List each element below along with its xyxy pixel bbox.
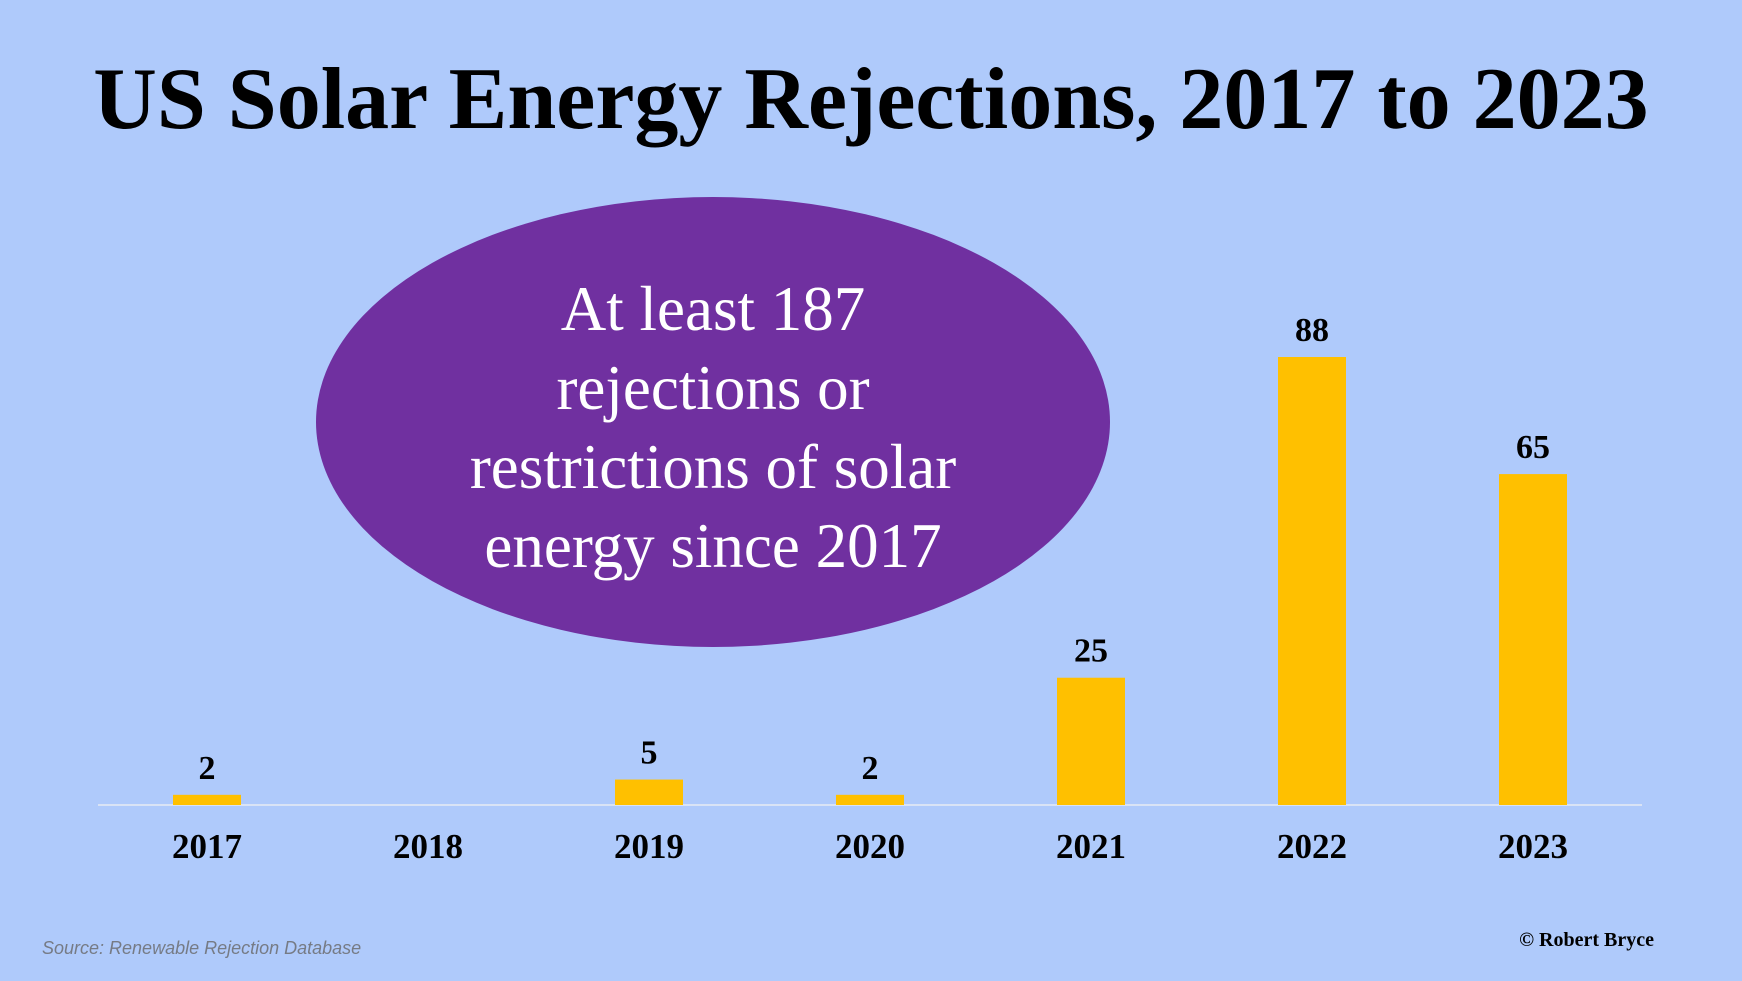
value-label-2021: 25 bbox=[1074, 633, 1108, 670]
bar-2021 bbox=[1057, 677, 1125, 805]
value-label-2017: 2 bbox=[199, 750, 216, 787]
source-note: Source: Renewable Rejection Database bbox=[42, 938, 361, 958]
x-tick-label-2019: 2019 bbox=[614, 827, 684, 866]
bars-group bbox=[173, 357, 1567, 805]
x-tick-label-2022: 2022 bbox=[1277, 827, 1347, 866]
chart-title: US Solar Energy Rejections, 2017 to 2023 bbox=[93, 51, 1648, 148]
bar-2020 bbox=[836, 794, 904, 805]
x-tick-label-2023: 2023 bbox=[1498, 827, 1568, 866]
tick-labels-group: 2017 2018 2019 2020 2021 2022 2023 bbox=[172, 827, 1568, 866]
bar-2023 bbox=[1499, 474, 1567, 805]
x-tick-label-2017: 2017 bbox=[172, 827, 242, 866]
value-label-2022: 88 bbox=[1295, 312, 1329, 349]
bar-2019 bbox=[615, 779, 683, 805]
value-label-2023: 65 bbox=[1516, 429, 1550, 466]
callout-line-4: energy since 2017 bbox=[484, 511, 941, 581]
callout-line-2: rejections or bbox=[556, 353, 869, 423]
value-label-2020: 2 bbox=[862, 750, 879, 787]
value-label-2019: 5 bbox=[641, 735, 658, 772]
callout-line-1: At least 187 bbox=[561, 274, 865, 344]
x-tick-label-2018: 2018 bbox=[393, 827, 463, 866]
callout-ellipse bbox=[316, 197, 1110, 647]
x-tick-label-2021: 2021 bbox=[1056, 827, 1126, 866]
x-tick-label-2020: 2020 bbox=[835, 827, 905, 866]
callout-line-3: restrictions of solar bbox=[470, 432, 956, 502]
bar-2022 bbox=[1278, 357, 1346, 805]
bar-2017 bbox=[173, 794, 241, 805]
copyright-credit: © Robert Bryce bbox=[1519, 929, 1654, 951]
